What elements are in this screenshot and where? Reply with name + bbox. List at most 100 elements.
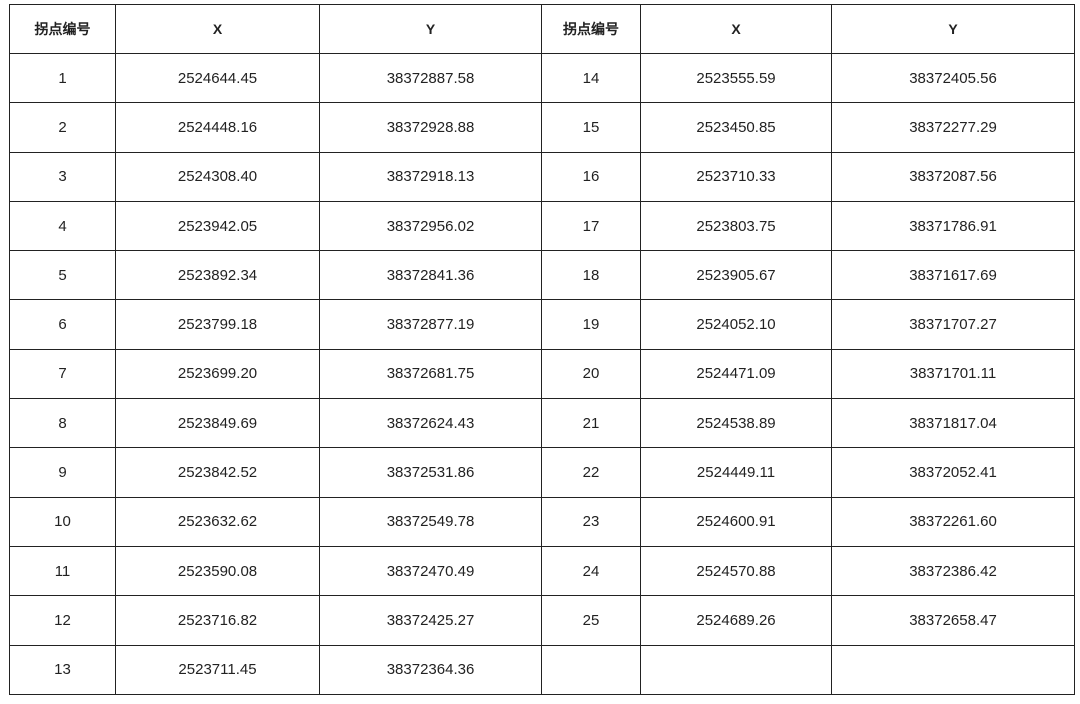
table-row: 9 2523842.52 38372531.86 22 2524449.11 383720… xyxy=(9,447,1075,498)
point-id-cell: 6 xyxy=(9,299,116,350)
point-id-cell: 18 xyxy=(541,250,641,301)
x-cell: 2523803.75 xyxy=(640,200,832,252)
table-row: 13 2523711.45 38372364.36 xyxy=(9,644,1075,695)
y-cell: 38372087.56 xyxy=(831,151,1075,202)
point-id-cell: 12 xyxy=(9,595,116,646)
point-id-cell: 5 xyxy=(9,250,116,301)
point-id-cell: 14 xyxy=(541,52,641,104)
y-cell: 38372386.42 xyxy=(831,545,1075,597)
x-cell xyxy=(640,644,832,695)
table-row: 6 2523799.18 38372877.19 19 2524052.10 383717… xyxy=(9,299,1075,350)
x-cell: 2523905.67 xyxy=(640,250,832,301)
x-cell: 2523842.52 xyxy=(115,447,320,498)
y-cell: 38372277.29 xyxy=(831,102,1075,153)
x-cell: 2523710.33 xyxy=(640,151,832,202)
header-x: X xyxy=(115,4,320,54)
point-id-cell: 2 xyxy=(9,102,116,153)
point-id-cell: 8 xyxy=(9,398,116,449)
header-point-id: 拐点编号 xyxy=(9,4,116,54)
point-id-cell: 16 xyxy=(541,151,641,202)
point-id-cell xyxy=(541,644,641,695)
header-x: X xyxy=(640,4,832,54)
point-id-cell: 13 xyxy=(9,644,116,695)
y-cell xyxy=(831,644,1075,695)
point-id-cell: 24 xyxy=(541,545,641,597)
table-row: 2 2524448.16 38372928.88 15 2523450.85 383722… xyxy=(9,102,1075,153)
y-cell: 38372470.49 xyxy=(319,545,542,597)
point-id-cell: 9 xyxy=(9,447,116,498)
table-row: 1 2524644.45 38372887.58 14 2523555.59 383724… xyxy=(9,52,1075,104)
y-cell: 38372877.19 xyxy=(319,299,542,350)
y-cell: 38372841.36 xyxy=(319,250,542,301)
y-cell: 38372658.47 xyxy=(831,595,1075,646)
y-cell: 38372364.36 xyxy=(319,644,542,695)
y-cell: 38372052.41 xyxy=(831,447,1075,498)
y-cell: 38372531.86 xyxy=(319,447,542,498)
y-cell: 38372887.58 xyxy=(319,52,542,104)
x-cell: 2524644.45 xyxy=(115,52,320,104)
point-id-cell: 11 xyxy=(9,545,116,597)
table-row: 10 2523632.62 38372549.78 23 2524600.91 38372… xyxy=(9,496,1075,547)
table-row: 7 2523699.20 38372681.75 20 2524471.09 383717… xyxy=(9,348,1075,400)
x-cell: 2524600.91 xyxy=(640,496,832,547)
x-cell: 2524449.11 xyxy=(640,447,832,498)
y-cell: 38372681.75 xyxy=(319,348,542,400)
point-id-cell: 21 xyxy=(541,398,641,449)
point-id-cell: 7 xyxy=(9,348,116,400)
table-row: 3 2524308.40 38372918.13 16 2523710.33 383720… xyxy=(9,151,1075,202)
table-row: 11 2523590.08 38372470.49 24 2524570.88 38372… xyxy=(9,545,1075,597)
point-id-cell: 15 xyxy=(541,102,641,153)
point-id-cell: 4 xyxy=(9,200,116,252)
point-id-cell: 25 xyxy=(541,595,641,646)
coordinate-table: 拐点编号 X Y 拐点编号 X Y 1 2524644.45 38372887.58… xyxy=(9,4,1075,695)
point-id-cell: 10 xyxy=(9,496,116,547)
header-point-id: 拐点编号 xyxy=(541,4,641,54)
x-cell: 2523555.59 xyxy=(640,52,832,104)
x-cell: 2523799.18 xyxy=(115,299,320,350)
point-id-cell: 19 xyxy=(541,299,641,350)
point-id-cell: 3 xyxy=(9,151,116,202)
y-cell: 38371817.04 xyxy=(831,398,1075,449)
x-cell: 2524538.89 xyxy=(640,398,832,449)
x-cell: 2524052.10 xyxy=(640,299,832,350)
x-cell: 2523892.34 xyxy=(115,250,320,301)
x-cell: 2524689.26 xyxy=(640,595,832,646)
y-cell: 38372549.78 xyxy=(319,496,542,547)
x-cell: 2523711.45 xyxy=(115,644,320,695)
table-row: 12 2523716.82 38372425.27 25 2524689.26 38372… xyxy=(9,595,1075,646)
y-cell: 38371707.27 xyxy=(831,299,1075,350)
point-id-cell: 17 xyxy=(541,200,641,252)
point-id-cell: 1 xyxy=(9,52,116,104)
table-row: 4 2523942.05 38372956.02 17 2523803.75 383717… xyxy=(9,200,1075,252)
x-cell: 2524570.88 xyxy=(640,545,832,597)
table-row: 8 2523849.69 38372624.43 21 2524538.89 383718… xyxy=(9,398,1075,449)
x-cell: 2523716.82 xyxy=(115,595,320,646)
y-cell: 38372624.43 xyxy=(319,398,542,449)
header-y: Y xyxy=(319,4,542,54)
y-cell: 38372261.60 xyxy=(831,496,1075,547)
y-cell: 38372425.27 xyxy=(319,595,542,646)
y-cell: 38371617.69 xyxy=(831,250,1075,301)
table-body: 1 2524644.45 38372887.58 14 2523555.59 383724… xyxy=(9,52,1075,695)
y-cell: 38372928.88 xyxy=(319,102,542,153)
header-y: Y xyxy=(831,4,1075,54)
x-cell: 2523942.05 xyxy=(115,200,320,252)
x-cell: 2523450.85 xyxy=(640,102,832,153)
point-id-cell: 22 xyxy=(541,447,641,498)
point-id-cell: 23 xyxy=(541,496,641,547)
x-cell: 2523632.62 xyxy=(115,496,320,547)
table-row: 5 2523892.34 38372841.36 18 2523905.67 383716… xyxy=(9,250,1075,301)
x-cell: 2523699.20 xyxy=(115,348,320,400)
header-row: 拐点编号 X Y 拐点编号 X Y xyxy=(9,4,1075,54)
x-cell: 2524448.16 xyxy=(115,102,320,153)
x-cell: 2524471.09 xyxy=(640,348,832,400)
x-cell: 2524308.40 xyxy=(115,151,320,202)
x-cell: 2523590.08 xyxy=(115,545,320,597)
y-cell: 38371701.11 xyxy=(831,348,1075,400)
x-cell: 2523849.69 xyxy=(115,398,320,449)
y-cell: 38371786.91 xyxy=(831,200,1075,252)
y-cell: 38372918.13 xyxy=(319,151,542,202)
point-id-cell: 20 xyxy=(541,348,641,400)
y-cell: 38372405.56 xyxy=(831,52,1075,104)
y-cell: 38372956.02 xyxy=(319,200,542,252)
